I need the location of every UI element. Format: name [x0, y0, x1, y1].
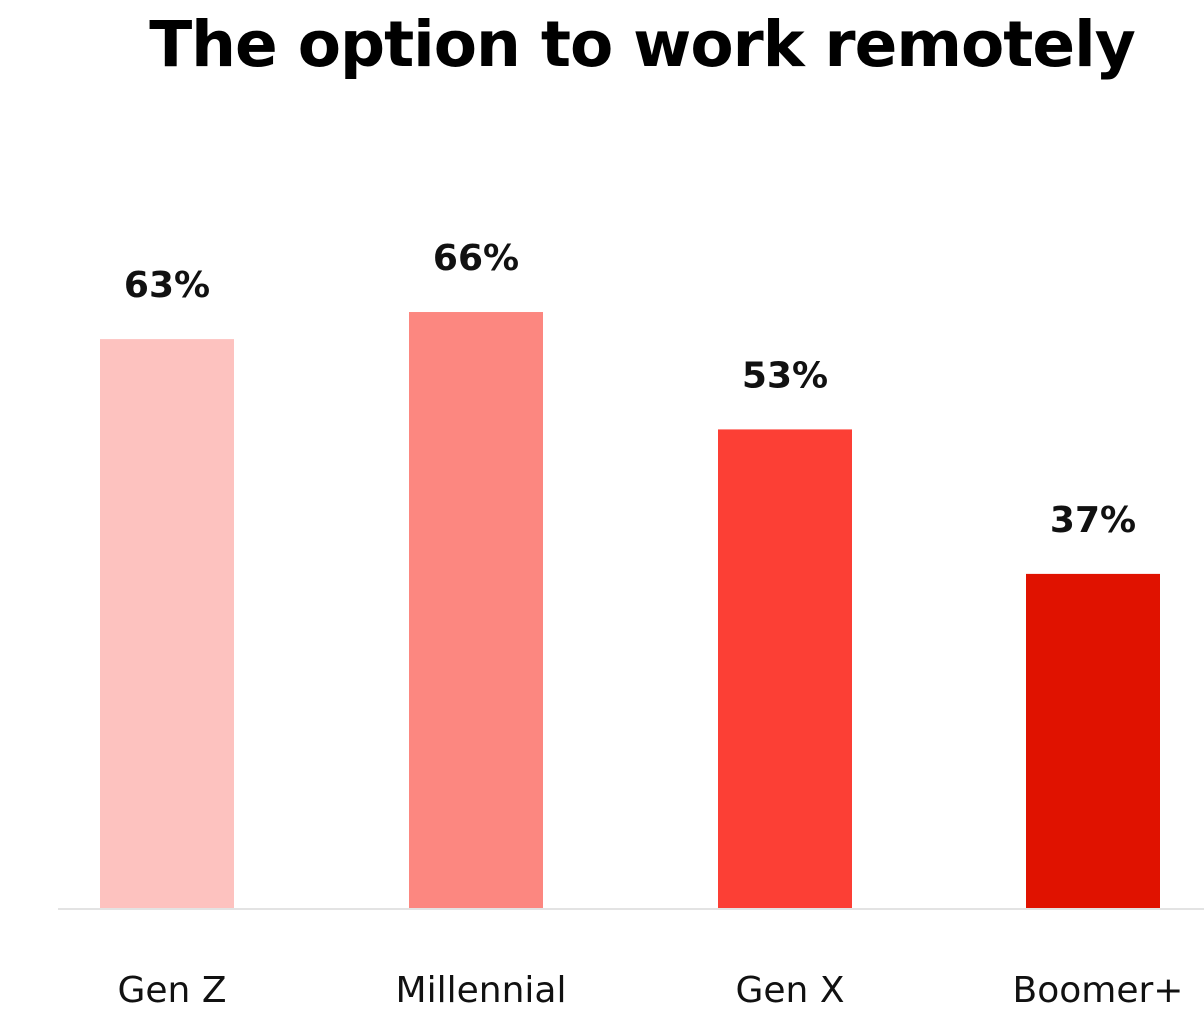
value-label: 66%: [433, 238, 519, 279]
category-labels-group: Gen Z Millennial Gen X Boomer+: [118, 970, 1184, 1009]
category-label: Gen X: [736, 970, 845, 1009]
value-labels-group: 63% 66% 53% 37%: [124, 238, 1136, 541]
category-label: Millennial: [396, 970, 567, 1009]
chart-title: The option to work remotely: [149, 8, 1136, 81]
bar-millennial: [409, 312, 543, 908]
bar-gen-z: [100, 339, 234, 908]
bar-gen-x: [718, 429, 852, 908]
category-label: Gen Z: [118, 970, 227, 1009]
bar-boomer: [1026, 573, 1160, 908]
value-label: 63%: [124, 265, 210, 306]
category-label: Boomer+: [1013, 970, 1184, 1009]
value-label: 37%: [1050, 500, 1136, 541]
bars-group: [100, 312, 1160, 908]
value-label: 53%: [742, 355, 828, 396]
